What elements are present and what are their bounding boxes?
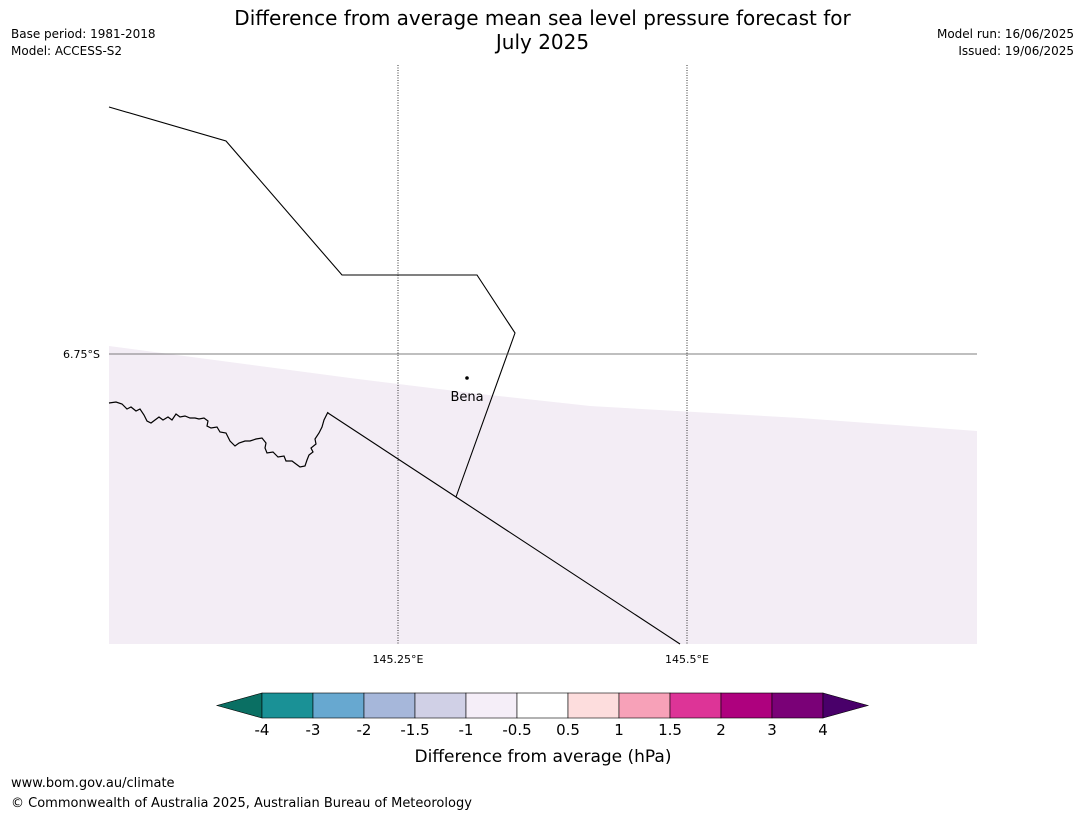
footer-url: www.bom.gov.au/climate (11, 776, 175, 791)
colorbar-swatch (363, 692, 416, 719)
colorbar-tick-label: -1 (459, 721, 474, 739)
colorbar-label: Difference from average (hPa) (415, 747, 672, 767)
colorbar-tick-label: -4 (255, 721, 270, 739)
colorbar-swatch (516, 692, 569, 719)
colorbar-ticks: -4 -3 -2 -1.5 -1 -0.5 0.5 1 1.5 2 3 4 (255, 721, 828, 739)
colorbar-tick-label: 2 (716, 721, 726, 739)
colorbar-swatch (771, 692, 824, 719)
colorbar-tick-label: 0.5 (556, 721, 580, 739)
colorbar-swatch (414, 692, 467, 719)
footer-copyright: © Commonwealth of Australia 2025, Austra… (11, 796, 472, 811)
chart-title: Difference from average mean sea level p… (0, 6, 1085, 54)
colorbar-tick-label: 4 (818, 721, 828, 739)
model-run-text: Model run: 16/06/2025 (936, 27, 1074, 41)
colorbar-tick-label: -2 (357, 721, 372, 739)
town-marker (465, 376, 469, 380)
colorbar (215, 692, 870, 719)
coastline (108, 401, 329, 468)
colorbar-tick-label: 1.5 (658, 721, 682, 739)
title-line-1: Difference from average mean sea level p… (234, 6, 851, 30)
title-line-2: July 2025 (495, 30, 590, 54)
colorbar-tick-label: 1 (614, 721, 624, 739)
colorbar-swatch (465, 692, 518, 719)
meta-right: Model run: 16/06/2025 Issued: 19/06/2025 (937, 26, 1074, 60)
shaded-anomaly-region (109, 346, 977, 644)
colorbar-tick-label: 3 (767, 721, 777, 739)
colorbar-swatch (312, 692, 365, 719)
colorbar-swatch (618, 692, 671, 719)
colorbar-swatch (261, 692, 314, 719)
colorbar-tick-label: -3 (306, 721, 321, 739)
colorbar-extend-high (822, 692, 870, 719)
boundary-line-north (108, 106, 516, 498)
lon-label-145-5: 145.5°E (665, 653, 709, 666)
colorbar-swatch (669, 692, 722, 719)
colorbar-swatch (720, 692, 773, 719)
base-period-text: Base period: 1981-2018 (11, 27, 156, 41)
lat-label: 6.75°S (63, 348, 100, 361)
model-text: Model: ACCESS-S2 (11, 44, 123, 58)
colorbar-tick-label: -1.5 (400, 721, 429, 739)
colorbar-tick-label: -0.5 (502, 721, 531, 739)
meta-left: Base period: 1981-2018 Model: ACCESS-S2 (11, 26, 156, 60)
colorbar-swatch (567, 692, 620, 719)
colorbar-extend-low (215, 692, 263, 719)
town-label: Bena (450, 390, 483, 405)
issued-text: Issued: 19/06/2025 (958, 44, 1074, 58)
boundary-line-south (327, 412, 681, 645)
lon-label-145-25: 145.25°E (373, 653, 424, 666)
